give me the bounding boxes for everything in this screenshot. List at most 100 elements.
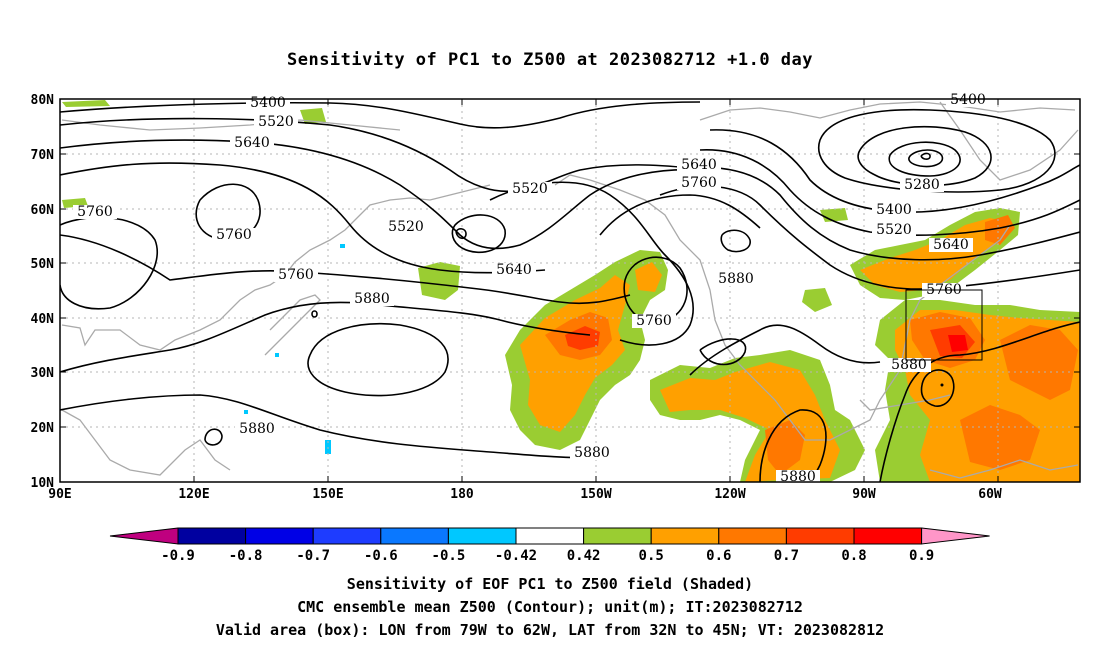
- latitude-labels: 80N 70N 60N 50N 40N 30N 20N 10N: [31, 93, 55, 491]
- contour-label-text: 5640: [933, 237, 969, 253]
- contour-line-5760-trough: [599, 194, 761, 236]
- contour-label-text: 5880: [718, 271, 754, 287]
- contour-line-small-closed-north-america: [720, 229, 751, 253]
- colorbar-tick-label: 0.8: [841, 548, 866, 564]
- contour-label: 5640: [492, 262, 536, 278]
- coastline-arctic-west: [61, 119, 401, 131]
- shade-red-north-atlantic: [985, 215, 1015, 245]
- colorbar-tick-label: 0.5: [639, 548, 664, 564]
- contour-label-text: 5760: [77, 204, 113, 220]
- contour-label: 5760: [274, 267, 318, 283]
- contour-label-text: 5880: [239, 421, 275, 437]
- contour-label: 5760: [632, 313, 676, 329]
- colorbar-swatch: [515, 527, 585, 545]
- contour-label-text: 5760: [681, 175, 717, 191]
- contour-label: 5880: [714, 271, 758, 287]
- contour-label-text: 5400: [950, 92, 986, 108]
- contour-line-5520-low: [451, 214, 506, 254]
- contour-label-text: 5520: [388, 219, 424, 235]
- contour-line-5520-ridge: [699, 149, 1080, 236]
- colorbar-tick-label: 0.6: [706, 548, 731, 564]
- contour-label: 5280: [900, 177, 944, 193]
- colorbar-swatch: [177, 527, 247, 545]
- shade-red-tropical-atlantic: [960, 405, 1040, 470]
- colorbar-tick-label: 0.9: [909, 548, 934, 564]
- contour-label-text: 5400: [250, 95, 286, 111]
- contour-label-text: 5880: [574, 445, 610, 461]
- contour-label: 5520: [384, 219, 428, 235]
- contour-label: 5520: [872, 222, 916, 238]
- lat-tick-label: 40N: [31, 312, 55, 327]
- contour-line-small-closed-bering: [455, 228, 467, 240]
- lat-tick-label: 10N: [31, 476, 55, 491]
- contour-line-5640-ring: [60, 162, 546, 274]
- lat-tick-label: 30N: [31, 366, 55, 381]
- shade-red-subtropical-atlantic: [1000, 325, 1078, 400]
- shade-negative-spot-4: [244, 410, 248, 414]
- coastline-arctic-north: [699, 101, 1076, 121]
- contour-label-text: 5640: [496, 262, 532, 278]
- lon-tick-label: 120E: [178, 487, 209, 502]
- contour-line-5760-main: [60, 234, 631, 305]
- colorbar-tick-label: -0.42: [495, 548, 537, 564]
- contour-label-text: 5520: [512, 181, 548, 197]
- lat-tick-label: 50N: [31, 257, 55, 272]
- contour-line-5280-low: [818, 108, 1056, 193]
- contour-label: 5520: [254, 114, 298, 130]
- lon-tick-label: 120W: [714, 487, 745, 502]
- lat-tick-label: 60N: [31, 203, 55, 218]
- shade-red-central-pacific-core: [565, 326, 600, 350]
- shade-blob-north: [820, 208, 848, 222]
- contour-line-5880-main: [60, 301, 591, 373]
- colorbar-swatch: [583, 527, 652, 545]
- shade-red-east-pacific: [765, 420, 805, 475]
- coastline-north-america: [554, 174, 1011, 441]
- coastline-central-america: [859, 394, 951, 411]
- contour-label: 5880: [350, 291, 394, 307]
- contour-line-5880-closed-atlantic: [920, 369, 955, 407]
- contour-line-5280-inner: [857, 125, 992, 187]
- lat-tick-label: 20N: [31, 421, 55, 436]
- colorbar-tick-label: -0.9: [161, 548, 195, 564]
- shade-orange-northeast-pacific: [635, 262, 662, 292]
- contour-label: 5400: [246, 95, 290, 111]
- contour-label: 5880: [570, 445, 614, 461]
- contour-line-5400-west: [60, 101, 701, 129]
- contour-label-text: 5880: [780, 469, 816, 485]
- contour-line-core-center: [920, 152, 931, 160]
- contour-label-text: 5520: [258, 114, 294, 130]
- plot-title: Sensitivity of PC1 to Z500 at 2023082712…: [286, 50, 813, 70]
- contour-label: 5760: [0, 0, 18, 4]
- lon-tick-label: 90W: [852, 487, 876, 502]
- contour-label-text: 5880: [891, 357, 927, 373]
- lon-tick-label: 180: [450, 487, 474, 502]
- contour-line-5760-cell-east: [195, 183, 261, 241]
- contour-label: 5760: [212, 227, 256, 243]
- colorbar-swatch: [109, 527, 179, 545]
- caption-shading: Sensitivity of EOF PC1 to Z500 field (Sh…: [346, 575, 754, 593]
- closed-high-center: [940, 383, 944, 387]
- lon-tick-label: 90E: [48, 487, 71, 502]
- colorbar-tick-label: 0.42: [567, 548, 601, 564]
- contour-label: 5400: [946, 92, 990, 108]
- lat-tick-label: 80N: [31, 93, 55, 108]
- contour-label-text: 5640: [681, 157, 717, 173]
- colorbar-tick-label: 0.7: [774, 548, 799, 564]
- contour-line-small-closed-asia: [311, 310, 318, 318]
- contour-label: 5880: [235, 421, 279, 437]
- contour-label: 5760: [73, 204, 117, 220]
- contour-label-text: 5760: [278, 267, 314, 283]
- caption-contour: CMC ensemble mean Z500 (Contour); unit(m…: [297, 598, 803, 616]
- shade-negative-spot-2: [340, 244, 345, 248]
- longitude-labels: 90E 120E 150E 180 150W 120W 90W 60W: [48, 487, 1002, 502]
- lat-tick-label: 70N: [31, 148, 55, 163]
- contour-line-5760-closed: [623, 256, 688, 323]
- lon-tick-label: 60W: [978, 487, 1002, 502]
- colorbar-tick-label: -0.8: [229, 548, 263, 564]
- caption-valid-area: Valid area (box): LON from 79W to 62W, L…: [215, 621, 885, 639]
- contour-line-5520-west: [60, 117, 691, 193]
- contour-label-text: 5880: [354, 291, 390, 307]
- contour-line-5880-east-pacific: [689, 324, 881, 376]
- gridlines: [60, 99, 1080, 482]
- colorbar-swatch: [921, 527, 990, 545]
